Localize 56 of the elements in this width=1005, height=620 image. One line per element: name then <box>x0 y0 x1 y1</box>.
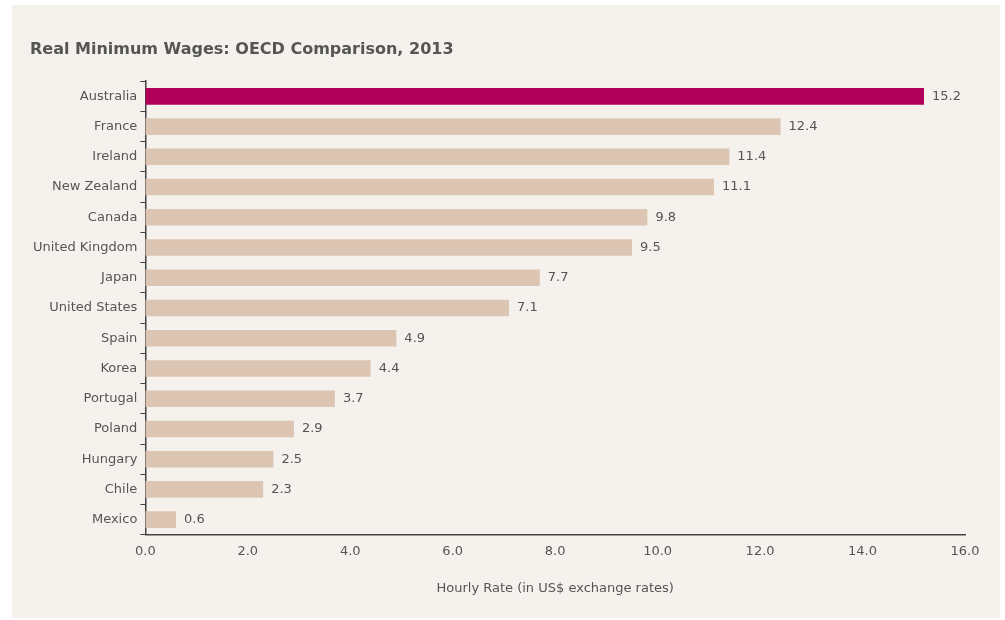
x-tick-label: 8.0 <box>544 542 566 558</box>
data-label: 3.7 <box>342 390 364 406</box>
data-label: 11.1 <box>721 178 751 194</box>
data-label: 9.5 <box>640 238 661 254</box>
bar <box>145 239 633 256</box>
bar <box>145 178 714 196</box>
y-tick-label: Mexico <box>91 511 138 527</box>
x-tick-label: 0.0 <box>135 542 156 558</box>
data-label: 9.8 <box>655 208 677 224</box>
y-tick-label: Ireland <box>92 148 138 164</box>
data-label: 2.5 <box>281 450 303 466</box>
x-tick-label: 4.0 <box>339 542 361 558</box>
x-tick-label: 2.0 <box>237 542 259 558</box>
y-tick-label: New Zealand <box>51 178 138 194</box>
data-label: 4.4 <box>378 359 400 375</box>
bar <box>145 481 264 498</box>
bar <box>145 390 335 408</box>
y-tick-label: Hungary <box>81 450 138 466</box>
data-label: 7.7 <box>547 269 569 285</box>
x-tick-label: 12.0 <box>745 542 775 558</box>
bar <box>145 450 274 468</box>
bar <box>145 118 781 135</box>
y-tick-label: Canada <box>87 208 138 224</box>
bar <box>145 269 540 287</box>
y-tick-label: Japan <box>100 269 138 285</box>
data-label: 4.9 <box>404 329 426 345</box>
bar <box>145 88 925 105</box>
y-tick-label: Poland <box>93 420 138 436</box>
data-label: 11.4 <box>737 148 767 164</box>
x-tick-label: 16.0 <box>950 542 980 558</box>
y-tick-label: Portugal <box>83 390 138 406</box>
data-label: 7.1 <box>517 299 538 315</box>
data-label: 0.6 <box>184 511 205 527</box>
data-label: 2.9 <box>301 420 323 436</box>
bar <box>145 148 730 166</box>
bar <box>145 329 397 347</box>
data-label: 12.4 <box>788 117 818 133</box>
data-label: 2.3 <box>271 480 292 496</box>
bar <box>145 299 510 317</box>
x-tick-label: 14.0 <box>848 542 878 558</box>
y-tick-label: United States <box>49 299 138 315</box>
chart-title: Real Minimum Wages: OECD Comparison, 2013 <box>30 38 454 58</box>
y-tick-label: United Kingdom <box>33 238 138 254</box>
bar <box>145 420 294 438</box>
data-label: 15.2 <box>932 87 961 103</box>
x-axis-title: Hourly Rate (in US$ exchange rates) <box>436 579 674 595</box>
y-tick-label: Spain <box>101 329 138 345</box>
y-tick-label: Australia <box>79 87 138 103</box>
bar <box>145 208 648 226</box>
x-tick-label: 10.0 <box>643 542 673 558</box>
y-tick-label: France <box>94 117 138 133</box>
bar <box>145 511 177 528</box>
y-tick-label: Chile <box>104 480 138 496</box>
y-tick-label: Korea <box>100 359 138 375</box>
bar <box>145 360 371 377</box>
x-tick-label: 6.0 <box>442 542 464 558</box>
